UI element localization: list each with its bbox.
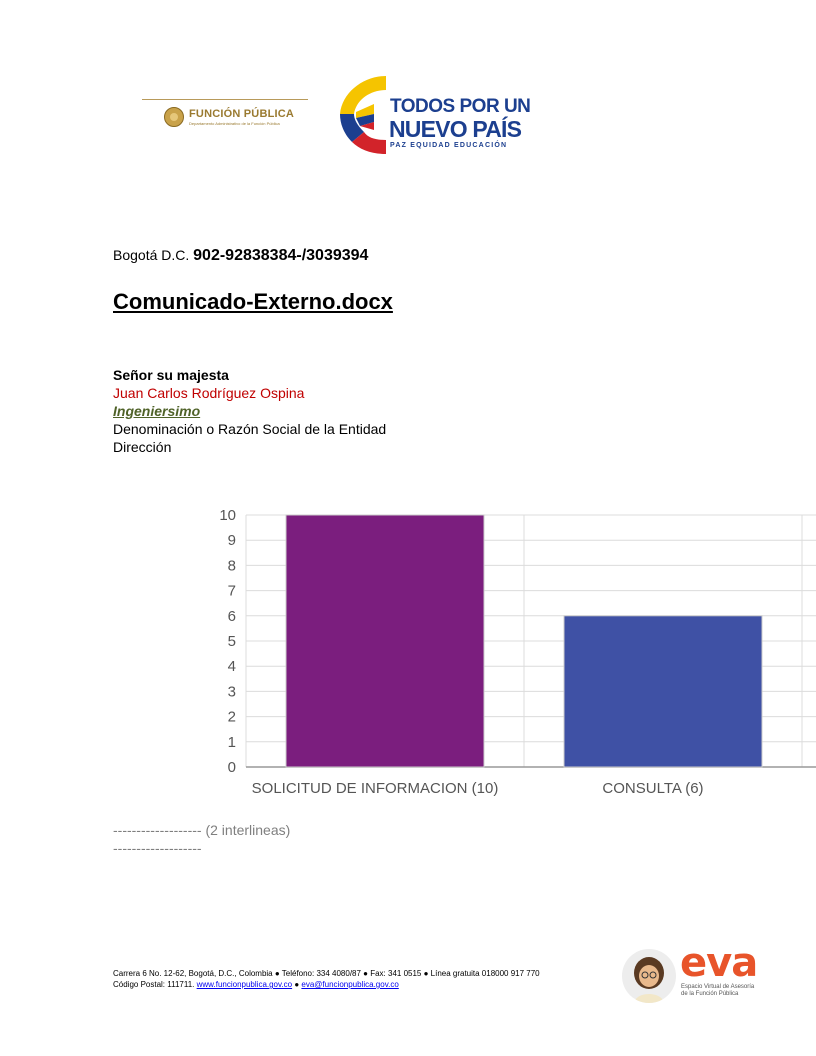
separator-line-1: ------------------- (2 interlineas)	[113, 822, 291, 838]
y-tick-label: 7	[228, 583, 236, 600]
city-label: Bogotá D.C.	[113, 247, 190, 263]
y-tick-label: 1	[228, 734, 236, 751]
entity-name: Denominación o Razón Social de la Entida…	[113, 421, 387, 437]
funcion-publica-logo: FUNCIÓN PÚBLICA Departamento Administrat…	[142, 99, 308, 133]
salutation: Señor su majesta	[113, 367, 229, 383]
bullet-separator: ●	[294, 980, 300, 989]
y-tick-label: 9	[228, 532, 236, 549]
logo-rule	[142, 99, 308, 100]
x-tick-label: CONSULTA (6)	[602, 780, 703, 797]
y-tick-label: 3	[228, 683, 236, 700]
email-link[interactable]: eva@funcionpublica.gov.co	[301, 980, 399, 989]
postal-code: Código Postal: 111711.	[113, 980, 195, 989]
document-title: Comunicado-Externo.docx	[113, 289, 393, 314]
eva-subtitle: Espacio Virtual de Asesoría de la Funció…	[681, 984, 754, 998]
funcion-publica-subtitle: Departamento Administrativo de la Funció…	[189, 121, 280, 126]
bar-chart: 0 1 2 3 4 5 6 7 8 9 10 SOLICITUD DE INFORMACION (10…	[219, 507, 816, 797]
y-tick-label: 2	[228, 709, 236, 726]
y-tick-label: 6	[228, 608, 236, 625]
footer-contact-line: Código Postal: 111711. www.funcionpublic…	[113, 979, 540, 990]
y-tick-label: 4	[228, 658, 236, 675]
nuevo-pais-logo: TODOS POR UN NUEVO PAÍS PAZ EQUIDAD EDUC…	[334, 72, 531, 158]
footer: Carrera 6 No. 12-62, Bogotá, D.C., Colom…	[113, 968, 540, 990]
bar-1	[285, 514, 485, 768]
bar-2	[563, 615, 763, 768]
nuevo-pais-tagline: PAZ EQUIDAD EDUCACIÓN	[390, 142, 508, 149]
eva-wordmark: eva	[680, 940, 758, 986]
eva-subtitle-line2: de la Función Pública	[681, 991, 739, 997]
separator-line-2: -------------------	[113, 840, 202, 856]
y-tick-label: 10	[219, 507, 236, 524]
reference-number: 902-92838384-/3039394	[193, 247, 369, 264]
nuevo-pais-emblem-icon	[340, 76, 386, 154]
nuevo-pais-line2: NUEVO PAÍS	[389, 116, 522, 142]
recipient-block: Señor su majesta Juan Carlos Rodríguez O…	[113, 366, 386, 456]
separator-block: ------------------- (2 interlineas) ----…	[113, 821, 290, 857]
recipient-title: Ingeniersimo	[113, 403, 201, 419]
recipient-name: Juan Carlos Rodríguez Ospina	[113, 385, 305, 401]
eva-logo: eva Espacio Virtual de Asesoría de la Fu…	[622, 940, 762, 1006]
eva-subtitle-line1: Espacio Virtual de Asesoría	[681, 984, 755, 990]
footer-address: Carrera 6 No. 12-62, Bogotá, D.C., Colom…	[113, 969, 540, 978]
funcion-publica-title: FUNCIÓN PÚBLICA	[189, 108, 295, 120]
nuevo-pais-line1: TODOS POR UN	[390, 96, 531, 117]
city-reference-line: Bogotá D.C. 902-92838384-/3039394	[113, 247, 368, 265]
y-tick-label: 8	[228, 557, 236, 574]
eva-avatar-icon	[622, 949, 676, 1003]
coat-of-arms-icon	[164, 107, 184, 127]
x-tick-label: SOLICITUD DE INFORMACION (10)	[252, 780, 499, 797]
y-tick-label: 5	[228, 633, 236, 650]
address: Dirección	[113, 439, 172, 455]
y-tick-label: 0	[228, 759, 236, 776]
website-link[interactable]: www.funcionpublica.gov.co	[196, 980, 293, 989]
